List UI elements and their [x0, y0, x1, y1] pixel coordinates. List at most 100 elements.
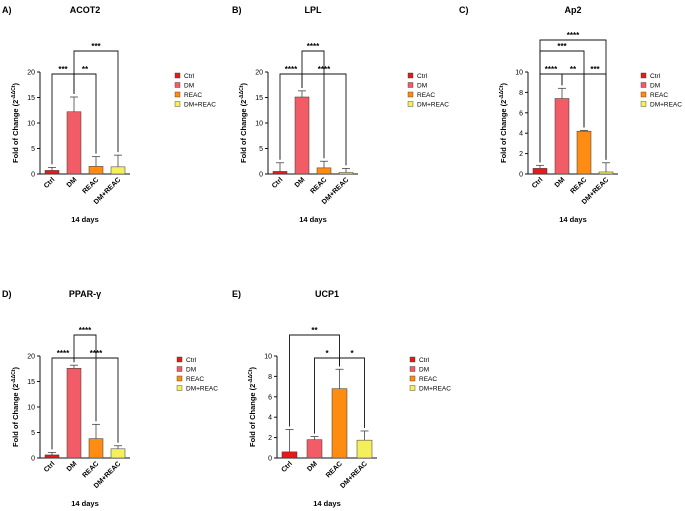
x-tick-label: DM+REAC	[339, 460, 369, 490]
panel-label: A)	[2, 5, 12, 15]
chart-panel-1: A) ACOT2 0 5 10 15 20 Fold of Change (2-ΔΔCt) Ct…	[2, 5, 216, 224]
bar-dm-reac	[110, 448, 126, 459]
significance-bracket	[73, 334, 97, 422]
bar-reac	[576, 130, 592, 175]
legend-swatch	[409, 366, 416, 372]
legend-swatch	[174, 101, 181, 107]
bar-dm-reac	[598, 171, 614, 175]
y-axis-label: Fold of Change (2-ΔΔCt)	[11, 83, 20, 163]
chart-panel-5: E) UCP1 0 2 4 6 8 10 Fold of Change (2-ΔΔCt) Ctrl…	[232, 289, 451, 508]
legend-label: Ctrl	[186, 357, 197, 364]
y-tick-label: 8	[268, 374, 272, 381]
bar-ctrl	[44, 170, 60, 175]
x-tick-label: Ctrl	[271, 176, 285, 190]
chart-panel-3: C) Ap2 0 2 4 6 8 10 Fold of Change (2-ΔΔCt) Ctrl D…	[459, 5, 682, 224]
x-tick-label: REAC	[309, 176, 328, 195]
x-axis-label: 14 days	[559, 215, 587, 224]
legend-label: Ctrl	[184, 73, 195, 80]
x-tick-label: Ctrl	[43, 176, 57, 190]
y-tick-label: 0	[259, 172, 263, 179]
chart-panel-2: B) LPL 0 5 10 15 20 Fold of Change (2-ΔΔCt) Ctrl…	[232, 5, 449, 224]
x-tick-label: DM	[294, 176, 307, 189]
y-tick-label: 5	[31, 430, 35, 437]
legend-label: DM	[419, 367, 429, 374]
x-tick-label: REAC	[569, 176, 588, 195]
y-tick-label: 5	[259, 146, 263, 153]
y-tick-label: 15	[255, 95, 263, 102]
significance-label: ****	[307, 42, 320, 51]
significance-label: ***	[590, 65, 600, 74]
x-tick-label: REAC	[81, 176, 100, 195]
legend-swatch	[640, 91, 647, 98]
x-tick-label: Ctrl	[531, 176, 545, 190]
legend-label: DM+REAC	[419, 386, 451, 393]
panel-label: C)	[459, 5, 469, 15]
legend-swatch	[409, 375, 416, 382]
x-axis-label: 14 days	[71, 215, 99, 224]
bar-ctrl	[44, 454, 60, 459]
significance-label: **	[311, 326, 318, 335]
bar-dm-reac	[338, 172, 354, 175]
chart-title: UCP1	[315, 289, 339, 299]
legend-label: DM	[650, 83, 660, 90]
legend-swatch	[407, 101, 414, 107]
bar-dm	[66, 111, 82, 175]
y-tick-label: 6	[268, 394, 272, 401]
legend-swatch	[174, 91, 181, 98]
legend-swatch	[407, 82, 414, 88]
significance-bracket	[301, 50, 325, 159]
legend-label: DM	[417, 83, 427, 90]
bar-reac	[88, 438, 104, 459]
significance-label: **	[570, 65, 577, 74]
y-tick-label: 20	[27, 70, 35, 77]
legend-swatch	[174, 72, 181, 79]
bar-ctrl	[272, 171, 288, 175]
significance-label: *	[325, 349, 329, 358]
legend-label: REAC	[417, 92, 435, 99]
y-tick-label: 15	[27, 95, 35, 102]
x-axis-label: 14 days	[71, 499, 99, 508]
y-axis-label: Fold of Change (2-ΔΔCt)	[239, 83, 248, 163]
legend-swatch	[176, 356, 183, 363]
y-tick-label: 20	[255, 70, 263, 77]
bar-dm	[294, 96, 310, 175]
y-tick-label: 20	[27, 354, 35, 361]
x-tick-label: DM	[66, 460, 79, 473]
x-axis-label: 14 days	[299, 215, 327, 224]
x-axis-label: 14 days	[313, 499, 341, 508]
panel-label: D)	[2, 289, 12, 299]
y-tick-label: 0	[31, 172, 35, 179]
x-tick-label: DM	[554, 176, 567, 189]
significance-bracket	[289, 334, 340, 427]
legend-swatch	[176, 366, 183, 372]
legend-label: Ctrl	[417, 73, 428, 80]
legend-label: DM	[184, 83, 194, 90]
y-tick-label: 4	[268, 415, 272, 422]
y-tick-label: 5	[31, 146, 35, 153]
bar-dm-reac	[356, 439, 373, 459]
legend-swatch	[409, 385, 416, 391]
legend-label: REAC	[184, 92, 202, 99]
bar-reac	[88, 166, 104, 175]
significance-label: *	[350, 349, 354, 358]
y-axis-label: Fold of Change (2-ΔΔCt)	[248, 367, 257, 447]
significance-label: ****	[79, 326, 92, 335]
y-tick-label: 0	[268, 456, 272, 463]
y-tick-label: 0	[31, 456, 35, 463]
bar-dm-reac	[110, 166, 126, 175]
y-tick-label: 10	[515, 70, 523, 77]
y-tick-label: 2	[519, 151, 523, 158]
y-axis-label: Fold of Change (2-ΔΔCt)	[499, 83, 508, 163]
y-tick-label: 8	[519, 90, 523, 97]
significance-label: ****	[567, 31, 580, 40]
legend-label: Ctrl	[419, 357, 430, 364]
y-tick-label: 6	[519, 110, 523, 117]
bar-dm	[66, 367, 82, 459]
legend-label: REAC	[186, 376, 204, 383]
chart-title: ACOT2	[70, 5, 101, 15]
y-tick-label: 10	[255, 121, 263, 128]
legend-swatch	[409, 356, 416, 363]
bar-reac	[331, 388, 348, 459]
significance-label: ***	[91, 42, 101, 51]
